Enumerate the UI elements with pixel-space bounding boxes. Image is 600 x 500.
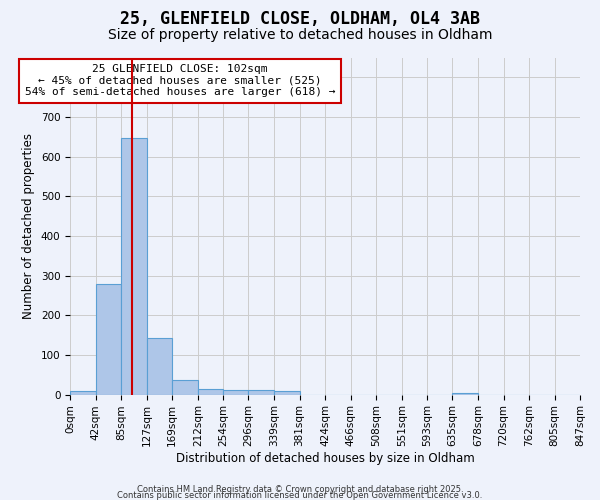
Text: Contains public sector information licensed under the Open Government Licence v3: Contains public sector information licen… (118, 490, 482, 500)
Bar (172, 380, 198, 394)
Text: 25 GLENFIELD CLOSE: 102sqm
← 45% of detached houses are smaller (525)
54% of sem: 25 GLENFIELD CLOSE: 102sqm ← 45% of deta… (25, 64, 335, 98)
Bar (274, 392, 299, 394)
X-axis label: Distribution of detached houses by size in Oldham: Distribution of detached houses by size … (176, 452, 475, 465)
Bar (223, 390, 248, 394)
Text: Contains HM Land Registry data © Crown copyright and database right 2025.: Contains HM Land Registry data © Crown c… (137, 484, 463, 494)
Bar (198, 388, 223, 394)
Text: 25, GLENFIELD CLOSE, OLDHAM, OL4 3AB: 25, GLENFIELD CLOSE, OLDHAM, OL4 3AB (120, 10, 480, 28)
Bar (248, 390, 274, 394)
Bar (121, 138, 147, 394)
Bar (452, 392, 478, 394)
Bar (95, 284, 121, 395)
Y-axis label: Number of detached properties: Number of detached properties (22, 133, 35, 319)
Bar (70, 392, 95, 394)
Bar (147, 338, 172, 394)
Text: Size of property relative to detached houses in Oldham: Size of property relative to detached ho… (108, 28, 492, 42)
